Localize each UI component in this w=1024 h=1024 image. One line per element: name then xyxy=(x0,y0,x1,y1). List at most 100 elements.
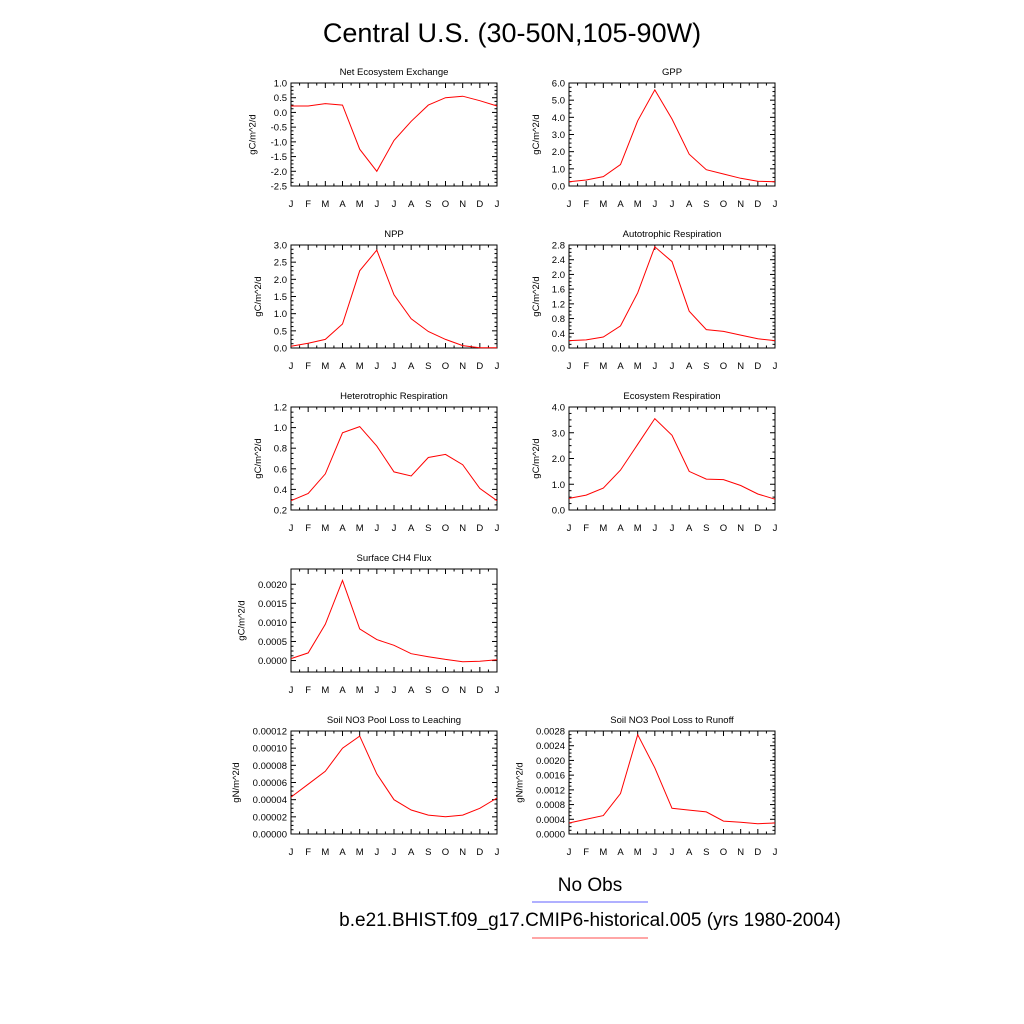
x-tick-label: J xyxy=(773,199,778,210)
x-tick-label: J xyxy=(567,361,572,372)
y-tick-label: 1.0 xyxy=(552,164,565,175)
y-tick-label: 1.0 xyxy=(274,79,287,90)
x-tick-label: M xyxy=(321,847,329,858)
series-line xyxy=(568,88,776,183)
x-tick-label: J xyxy=(495,847,500,858)
panel-title: Ecosystem Respiration xyxy=(623,391,720,402)
x-tick-label: S xyxy=(425,199,431,210)
x-tick-label: O xyxy=(442,847,449,858)
y-tick-label: 0.6 xyxy=(274,464,287,475)
x-tick-label: J xyxy=(289,685,294,696)
x-tick-label: D xyxy=(476,523,483,534)
y-tick-label: 1.0 xyxy=(274,423,287,434)
x-tick-label: M xyxy=(356,361,364,372)
x-tick-label: J xyxy=(374,847,379,858)
x-tick-label: J xyxy=(670,523,675,534)
series-line xyxy=(291,95,498,173)
y-tick-label: 0.00012 xyxy=(253,727,287,738)
x-tick-label: S xyxy=(425,361,431,372)
series-line xyxy=(568,245,776,342)
x-tick-label: O xyxy=(720,847,727,858)
panel-7: J F M A M J J A S O N D J0.000000.000020.000040.0000… xyxy=(231,715,500,858)
x-tick-label: J xyxy=(495,685,500,696)
y-tick-label: 0.2 xyxy=(274,506,287,517)
panel-title: NPP xyxy=(384,229,404,240)
x-tick-label: N xyxy=(459,685,466,696)
x-tick-label: O xyxy=(442,523,449,534)
figure-title: Central U.S. (30-50N,105-90W) xyxy=(322,18,702,48)
x-tick-label: A xyxy=(339,523,346,534)
panel-8: J F M A M J J A S O N D J0.00000.00040.00080.00120.0… xyxy=(514,715,777,858)
x-tick-label: S xyxy=(703,361,709,372)
y-tick-label: 4.0 xyxy=(552,403,565,414)
x-tick-label: A xyxy=(408,361,415,372)
x-tick-label: M xyxy=(634,199,642,210)
x-tick-label: D xyxy=(754,361,761,372)
x-tick-label: A xyxy=(408,685,415,696)
y-tick-label: 0.0010 xyxy=(258,618,287,629)
x-tick-label: F xyxy=(305,361,311,372)
y-tick-label: 0.4 xyxy=(274,485,287,496)
x-tick-label: J xyxy=(392,847,397,858)
x-tick-label: S xyxy=(425,847,431,858)
x-tick-label: M xyxy=(321,361,329,372)
y-axis-label: gC/m^2/d xyxy=(253,438,264,478)
panel-3: J F M A M J J A S O N D J0.00.40.81.21.62.02.42.8Aut… xyxy=(531,229,777,372)
x-tick-label: J xyxy=(289,199,294,210)
x-tick-label: J xyxy=(289,847,294,858)
y-tick-label: 2.0 xyxy=(552,147,565,158)
x-tick-label: M xyxy=(356,199,364,210)
x-tick-label: J xyxy=(392,523,397,534)
x-tick-label: D xyxy=(754,847,761,858)
y-tick-label: 0.00008 xyxy=(253,761,287,772)
x-tick-label: N xyxy=(737,523,744,534)
x-tick-label: N xyxy=(737,847,744,858)
x-tick-label: M xyxy=(599,847,607,858)
panel-title: Soil NO3 Pool Loss to Runoff xyxy=(610,715,734,726)
y-tick-label: 2.0 xyxy=(274,275,287,286)
y-tick-label: 0.0 xyxy=(552,506,565,517)
panel-title: Heterotrophic Respiration xyxy=(340,391,448,402)
x-tick-label: J xyxy=(567,847,572,858)
x-tick-label: S xyxy=(703,199,709,210)
x-tick-label: F xyxy=(583,847,589,858)
plot-frame xyxy=(290,568,498,673)
y-tick-label: 1.0 xyxy=(274,309,287,320)
y-tick-label: -1.0 xyxy=(271,137,287,148)
x-tick-label: F xyxy=(305,685,311,696)
y-tick-label: 0.5 xyxy=(274,93,287,104)
y-tick-label: 0.4 xyxy=(552,329,565,340)
y-tick-label: 5.0 xyxy=(552,96,565,107)
x-tick-label: J xyxy=(773,847,778,858)
y-axis-label: gC/m^2/d xyxy=(531,438,542,478)
x-tick-label: A xyxy=(686,847,693,858)
x-tick-label: N xyxy=(737,199,744,210)
x-tick-label: M xyxy=(321,685,329,696)
x-tick-label: A xyxy=(408,847,415,858)
x-tick-label: J xyxy=(289,361,294,372)
plot-frame xyxy=(290,82,498,187)
x-tick-label: J xyxy=(392,685,397,696)
panel-title: Net Ecosystem Exchange xyxy=(340,67,449,78)
y-tick-label: 0.0 xyxy=(552,182,565,193)
y-tick-label: 2.4 xyxy=(552,255,565,266)
x-tick-label: J xyxy=(652,199,657,210)
x-tick-label: N xyxy=(459,523,466,534)
plot-frame xyxy=(290,406,498,511)
y-tick-label: 0.8 xyxy=(274,444,287,455)
x-tick-label: A xyxy=(339,685,346,696)
series-line xyxy=(290,426,498,502)
x-tick-label: A xyxy=(408,523,415,534)
x-tick-label: J xyxy=(670,847,675,858)
y-axis-label: gC/m^2/d xyxy=(531,114,542,154)
plot-frame xyxy=(290,244,498,349)
y-tick-label: -1.5 xyxy=(271,152,287,163)
y-tick-label: 0.0004 xyxy=(536,815,565,826)
series-line xyxy=(290,735,498,818)
panel-2: J F M A M J J A S O N D J0.00.51.01.52.02.53.0NPPgC/… xyxy=(253,229,499,372)
y-tick-label: 2.8 xyxy=(552,241,565,252)
y-axis-label: gC/m^2/d xyxy=(531,276,542,316)
x-tick-label: J xyxy=(567,199,572,210)
x-tick-label: D xyxy=(476,199,483,210)
